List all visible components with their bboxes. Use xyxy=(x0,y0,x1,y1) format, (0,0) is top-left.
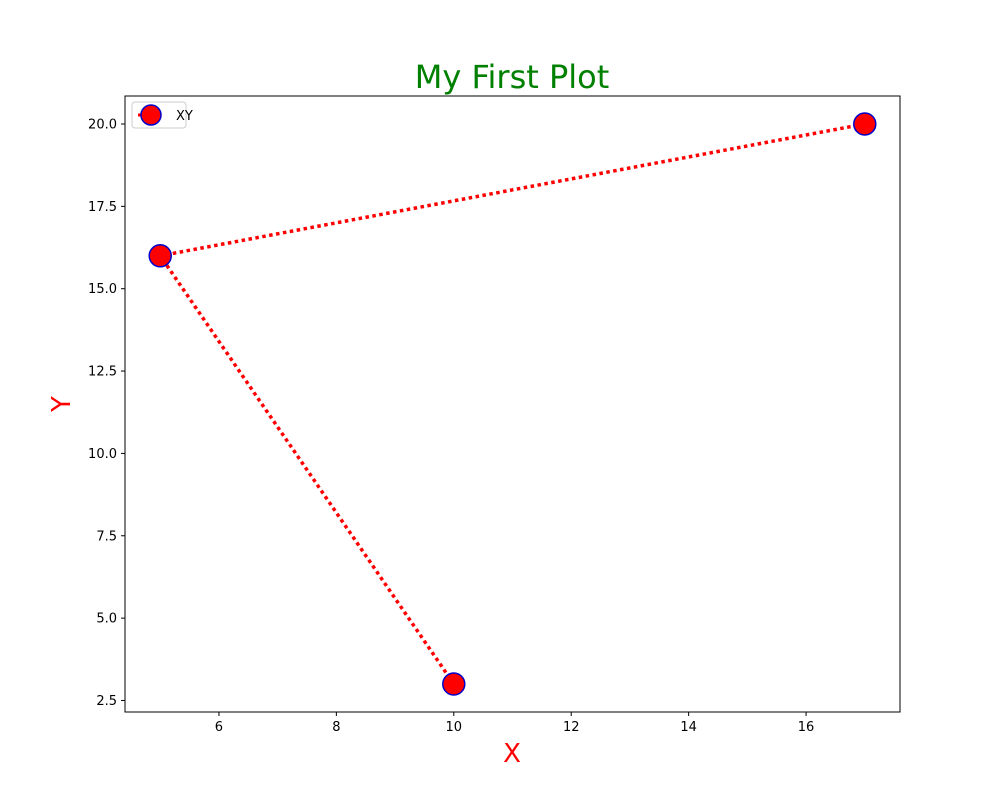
y-tick-label: 2.5 xyxy=(96,694,117,709)
legend-marker-sample xyxy=(140,104,162,126)
y-tick-label: 20.0 xyxy=(88,118,117,133)
data-point-marker xyxy=(442,672,466,696)
y-axis-ticks: 2.5 5.0 7.5 10.0 12.5 15.0 17.5 20.0 xyxy=(88,118,125,709)
x-tick-label: 6 xyxy=(215,720,223,735)
y-tick-label: 7.5 xyxy=(96,529,117,544)
y-axis-label: Y xyxy=(47,396,77,413)
y-tick-label: 10.0 xyxy=(88,447,117,462)
x-axis-ticks: 6 8 10 12 14 16 xyxy=(215,712,815,735)
legend: XY xyxy=(131,101,193,129)
chart-title: My First Plot xyxy=(415,58,610,96)
data-point-marker xyxy=(148,244,172,268)
x-tick-label: 10 xyxy=(446,720,463,735)
y-tick-label: 12.5 xyxy=(88,365,117,380)
y-tick-label: 17.5 xyxy=(88,200,117,215)
legend-label-xy: XY xyxy=(176,109,193,124)
x-tick-label: 8 xyxy=(332,720,340,735)
y-tick-label: 5.0 xyxy=(96,612,117,627)
y-tick-label: 15.0 xyxy=(88,282,117,297)
axes-frame xyxy=(124,95,901,713)
series-layer xyxy=(148,112,877,696)
x-tick-label: 14 xyxy=(680,720,697,735)
plot-area: 6 8 10 12 14 16 2.5 5.0 7.5 10.0 12.5 15.0 17.5 20.0 xyxy=(88,95,901,735)
data-point-marker xyxy=(853,112,877,136)
x-tick-label: 16 xyxy=(798,720,815,735)
x-tick-label: 12 xyxy=(563,720,580,735)
x-axis-label: X xyxy=(503,739,521,769)
